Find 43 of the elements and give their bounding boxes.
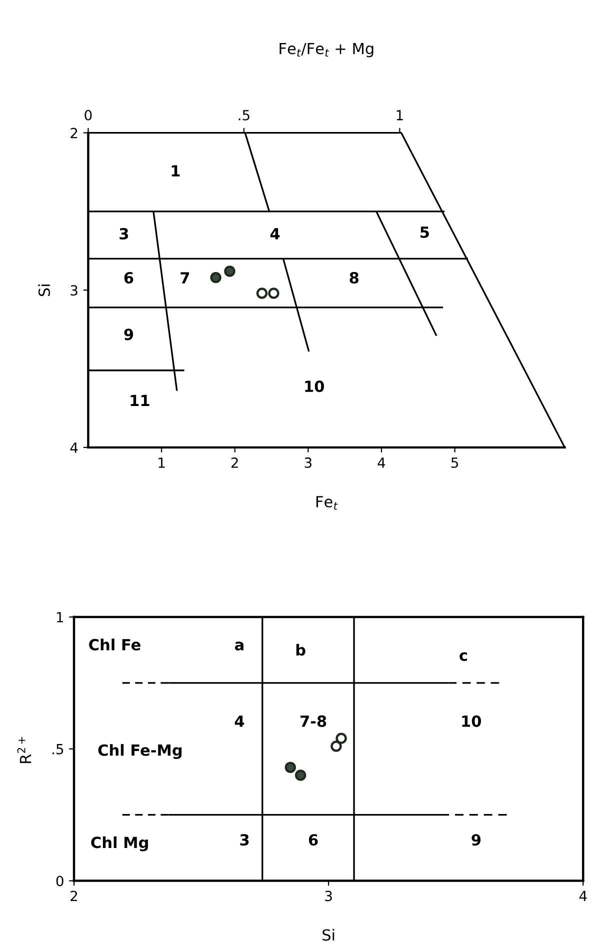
annotation: 8 (350, 272, 358, 284)
annotation: 4 (270, 228, 280, 240)
annotation: 3 (120, 228, 128, 240)
x-tick-label: 3 (304, 457, 312, 468)
annotation: b (296, 644, 306, 656)
annotation: 7 (180, 272, 190, 284)
annotation: 10 (462, 715, 482, 727)
annotation: 9 (124, 328, 134, 340)
annotation: 7-8 (300, 715, 326, 727)
y-axis-title: R$^{2+}$ (17, 736, 32, 763)
annotation: c (460, 652, 467, 662)
y-axis-title: Si (38, 284, 50, 296)
annotation: Chl Mg (91, 836, 148, 852)
y-tick-label: 2 (70, 128, 78, 138)
annotation: Chl Fe (89, 638, 140, 650)
y-tick-label: 0 (56, 876, 64, 886)
x-tick-label: 3 (325, 890, 332, 902)
annotation: 10 (305, 380, 324, 392)
x2-tick-label: .5 (238, 110, 250, 120)
y-tick-label: 3 (70, 285, 78, 296)
annotation: 1 (172, 165, 180, 176)
annotation: 5 (420, 226, 429, 238)
x-tick-label: 4 (378, 458, 386, 468)
x-tick-label: 4 (579, 890, 587, 902)
annotation: 6 (124, 272, 134, 284)
annotation: 9 (472, 834, 481, 846)
annotation: 6 (308, 834, 318, 846)
x-axis-title: Si (322, 928, 334, 941)
y-tick-label: .5 (52, 744, 64, 754)
x-tick-label: 2 (231, 457, 238, 468)
annotation: Chl Fe-Mg (98, 744, 182, 759)
x2-tick-label: 0 (84, 110, 92, 120)
x2-axis-title: Fe$_{t}$/Fe$_{t}$ + Mg (280, 42, 374, 58)
annotation: a (234, 642, 244, 650)
x2-tick-label: 1 (396, 110, 403, 120)
x-tick-label: 5 (451, 458, 458, 468)
annotation: 11 (130, 394, 150, 406)
x-tick-label: 1 (158, 458, 165, 468)
y-tick-label: 1 (56, 612, 63, 622)
annotation: 3 (240, 834, 249, 846)
y-tick-label: 4 (70, 442, 78, 453)
x-axis-title: Fe$_{t}$ (316, 496, 338, 510)
annotation: 4 (234, 716, 244, 727)
